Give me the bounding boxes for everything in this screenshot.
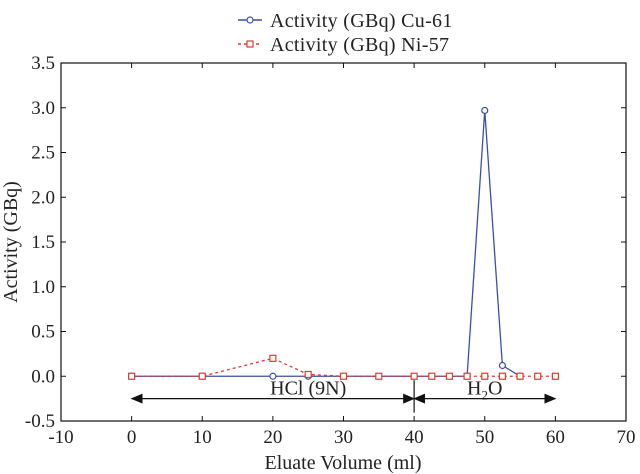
h2o-label: H2O [467,378,502,403]
data-point-1 [534,372,542,380]
x-axis-tick-labels: -10 0 10 20 30 40 50 60 70 [48,427,635,448]
x-tick-label: 50 [475,427,494,448]
series-line-1 [131,357,556,377]
h2o-label-o: O [488,378,502,400]
legend: Activity (GBq) Cu-61 Activity (GBq) Ni-5… [238,10,453,56]
y-tick-label: 2.5 [31,143,55,164]
y-tick-label: 0.0 [31,366,55,387]
data-point-1 [128,372,136,380]
series-markers [128,106,559,380]
legend-label-ni57: Activity (GBq) Ni-57 [270,34,449,56]
x-tick-label: 30 [334,427,353,448]
y-tick-label: 1.0 [31,277,55,298]
plot-frame [60,62,627,422]
h2o-label-h: H [467,378,481,400]
y-tick-label: 3.5 [31,53,55,74]
y-axis-ticks [61,62,626,422]
x-tick-label: 20 [263,427,282,448]
data-point-1 [269,354,277,362]
y-tick-label: 2.0 [31,187,55,208]
data-point-1 [498,372,507,380]
data-point-1 [410,372,418,380]
x-tick-label: 70 [617,427,636,448]
data-point-1 [198,372,206,380]
h2o-label-subscript: 2 [482,388,489,403]
data-point-0 [481,106,489,115]
phase-annotations: HCl (9N) H2O [130,378,557,404]
data-point-1 [516,372,524,380]
legend-marker-ni57 [246,40,254,48]
y-tick-label: 0.5 [31,322,55,343]
hcl-label: HCl (9N) [270,378,346,400]
data-point-1 [375,372,383,380]
x-tick-label: 60 [546,427,565,448]
data-point-0 [498,361,507,370]
y-tick-label: 3.0 [31,98,55,119]
series-lines [131,110,556,377]
legend-marker-cu61 [246,16,254,24]
x-axis-title: Eluate Volume (ml) [264,452,421,474]
data-point-1 [339,372,348,380]
x-axis-ticks [60,63,627,421]
legend-entry-ni57: Activity (GBq) Ni-57 [238,34,449,56]
y-axis-tick-labels: -0.5 0.0 0.5 1.0 1.5 2.0 2.5 3.0 3.5 [25,53,55,432]
legend-entry-cu61: Activity (GBq) Cu-61 [238,10,453,32]
y-axis-title: Activity (GBq) [0,181,22,303]
x-tick-label: 40 [405,427,424,448]
x-tick-label: 0 [127,427,137,448]
data-point-1 [445,372,454,380]
data-point-1 [551,372,559,380]
legend-label-cu61: Activity (GBq) Cu-61 [270,10,453,32]
series-line-0 [131,110,521,377]
data-point-1 [481,372,489,380]
y-tick-label: 1.5 [31,232,55,253]
y-tick-label: -0.5 [25,411,55,432]
data-point-1 [463,372,471,380]
x-tick-label: 10 [193,427,212,448]
data-point-1 [428,372,436,380]
data-point-1 [304,370,312,379]
data-point-0 [269,372,277,380]
x-tick-label: -10 [48,427,73,448]
